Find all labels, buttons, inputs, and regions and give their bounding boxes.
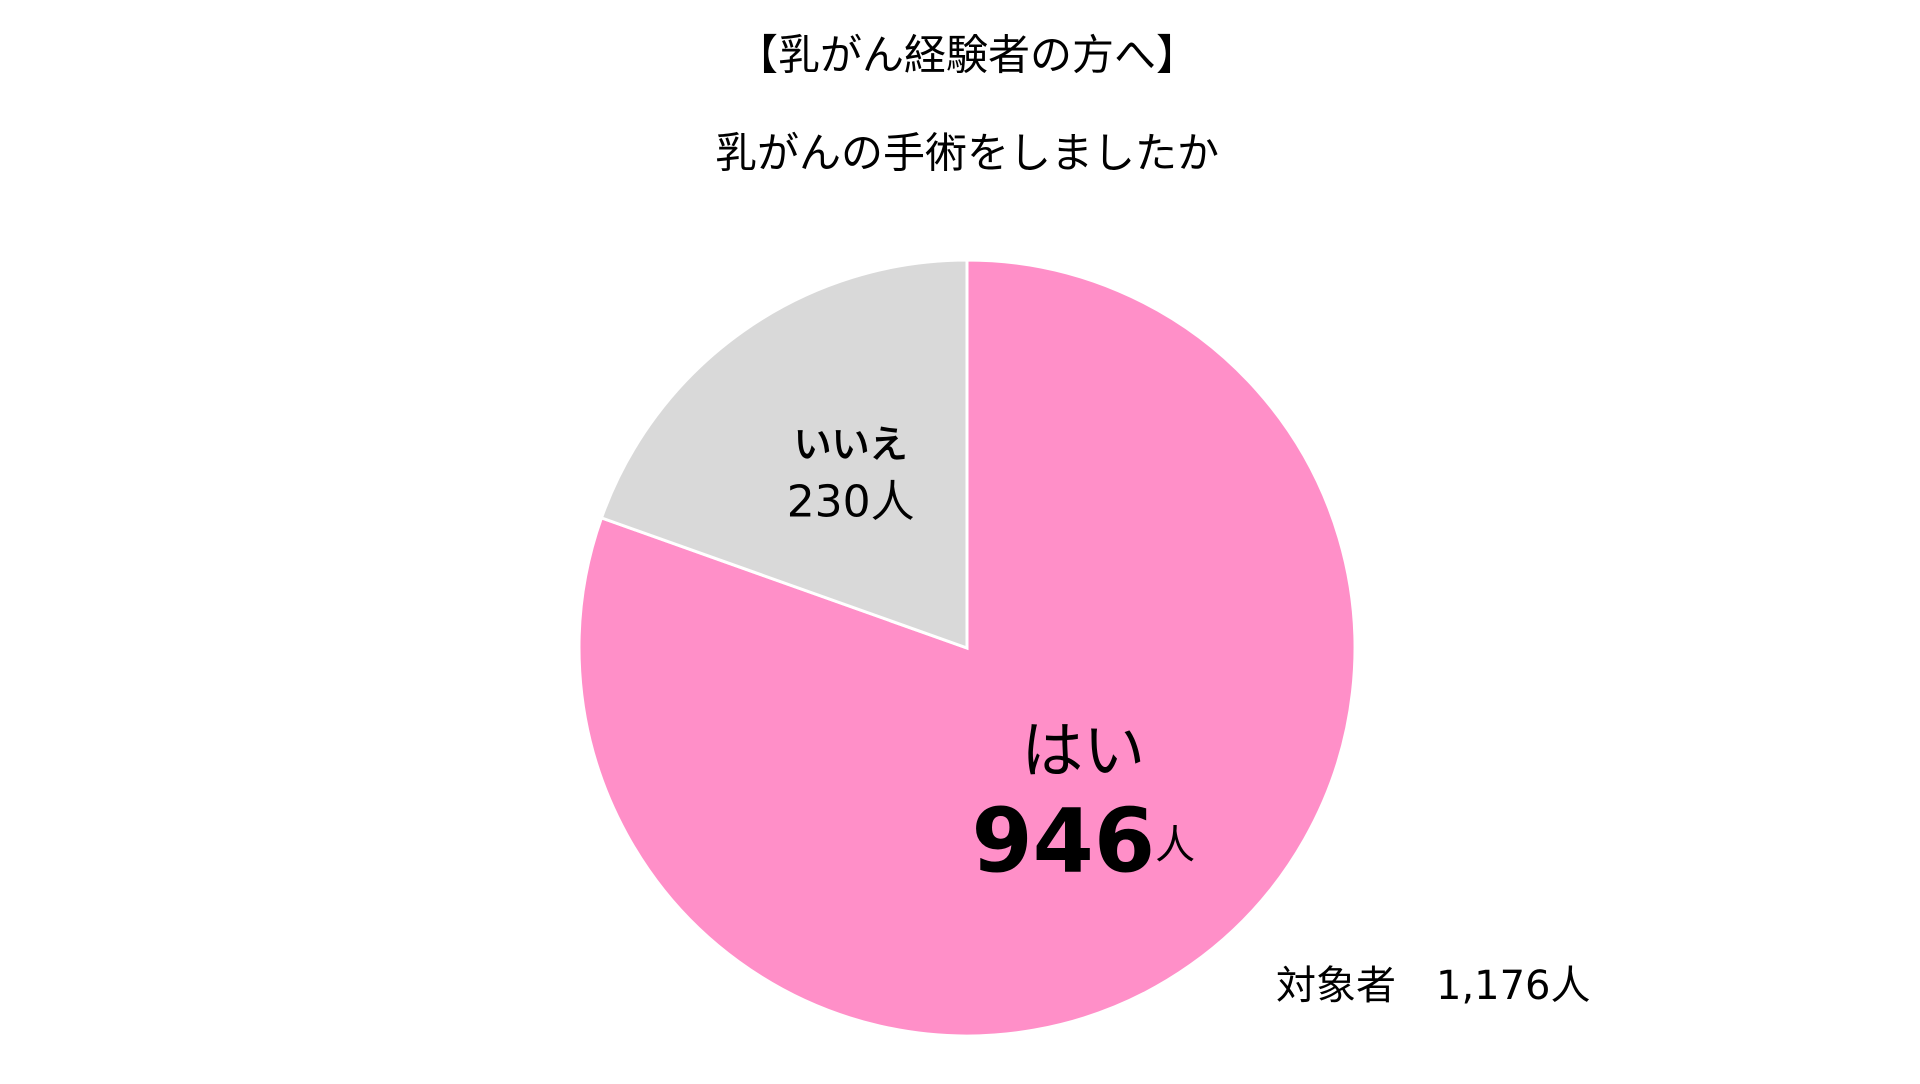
value-number: 946: [971, 790, 1155, 893]
slice-label: いいえ: [794, 423, 908, 467]
slice-label: はい: [1021, 714, 1145, 787]
value-unit: 人: [871, 477, 915, 528]
slice-value-label: 946人: [971, 790, 1195, 893]
pie-slice: [577, 258, 1357, 1038]
chart-title: 【乳がん経験者の方へ】: [736, 31, 1198, 80]
chart-subtitle: 乳がんの手術をしましたか: [715, 129, 1219, 178]
value-number: 230: [787, 477, 871, 528]
value-unit: 人: [1155, 823, 1195, 869]
pie: [577, 258, 1357, 1038]
slice-value-label: 230人: [787, 477, 915, 528]
pie-slice: [599, 258, 969, 651]
note: 対象者 1,176人: [1276, 963, 1591, 1009]
